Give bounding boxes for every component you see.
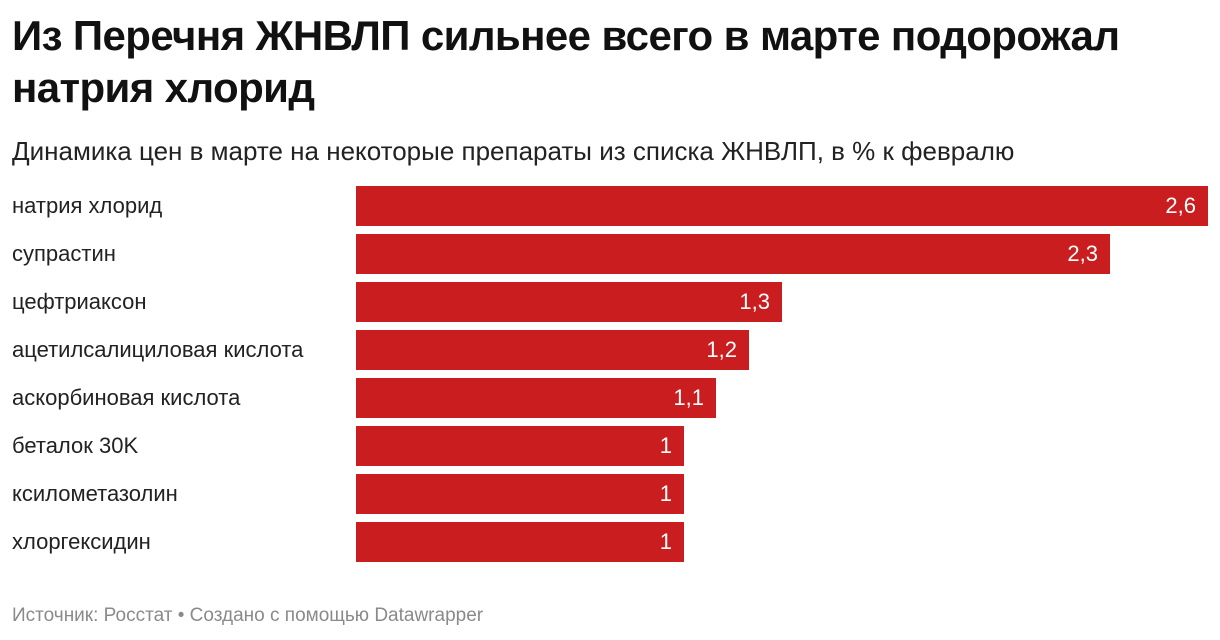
category-label: беталок 30K [12, 433, 139, 458]
bar-value-label: 2,3 [1067, 241, 1098, 266]
footer-separator: • [172, 605, 190, 626]
category-label: натрия хлорид [12, 193, 163, 218]
bar-value-label: 1,3 [739, 289, 770, 314]
bar-value-label: 1,2 [706, 337, 737, 362]
bar-value-label: 1 [659, 481, 672, 506]
bar [356, 330, 749, 370]
bar [356, 282, 782, 322]
bar [356, 522, 684, 562]
bar-chart: натрия хлорид 2,6 супрастин 2,3 цефтриаксон 1… [0, 186, 1220, 568]
category-label: цефтриаксон [12, 289, 147, 314]
chart-subtitle: Динамика цен в марте на некоторые препар… [12, 136, 1015, 166]
bar-value-label: 1 [659, 433, 672, 458]
chart-title: Из Перечня ЖНВЛП сильнее всего в марте п… [12, 12, 1120, 111]
datawrapper-credit[interactable]: Создано с помощью Datawrapper [189, 605, 484, 626]
bar [356, 474, 684, 514]
bar [356, 234, 1110, 274]
bar-value-label: 1,1 [673, 385, 704, 410]
bar [356, 426, 684, 466]
category-label: супрастин [12, 241, 116, 266]
bar [356, 186, 1208, 226]
footer: Источник: Росстат • Создано с помощью Da… [12, 602, 483, 630]
bar-value-label: 1 [659, 529, 672, 554]
bar [356, 378, 716, 418]
category-label: ацетилсалициловая кислота [12, 337, 304, 362]
category-label: аскорбиновая кислота [12, 385, 241, 410]
category-label: ксилометазолин [12, 481, 178, 506]
bar-value-label: 2,6 [1165, 193, 1196, 218]
source-note: Источник: Росстат [12, 605, 173, 626]
category-label: хлоргексидин [12, 529, 151, 554]
